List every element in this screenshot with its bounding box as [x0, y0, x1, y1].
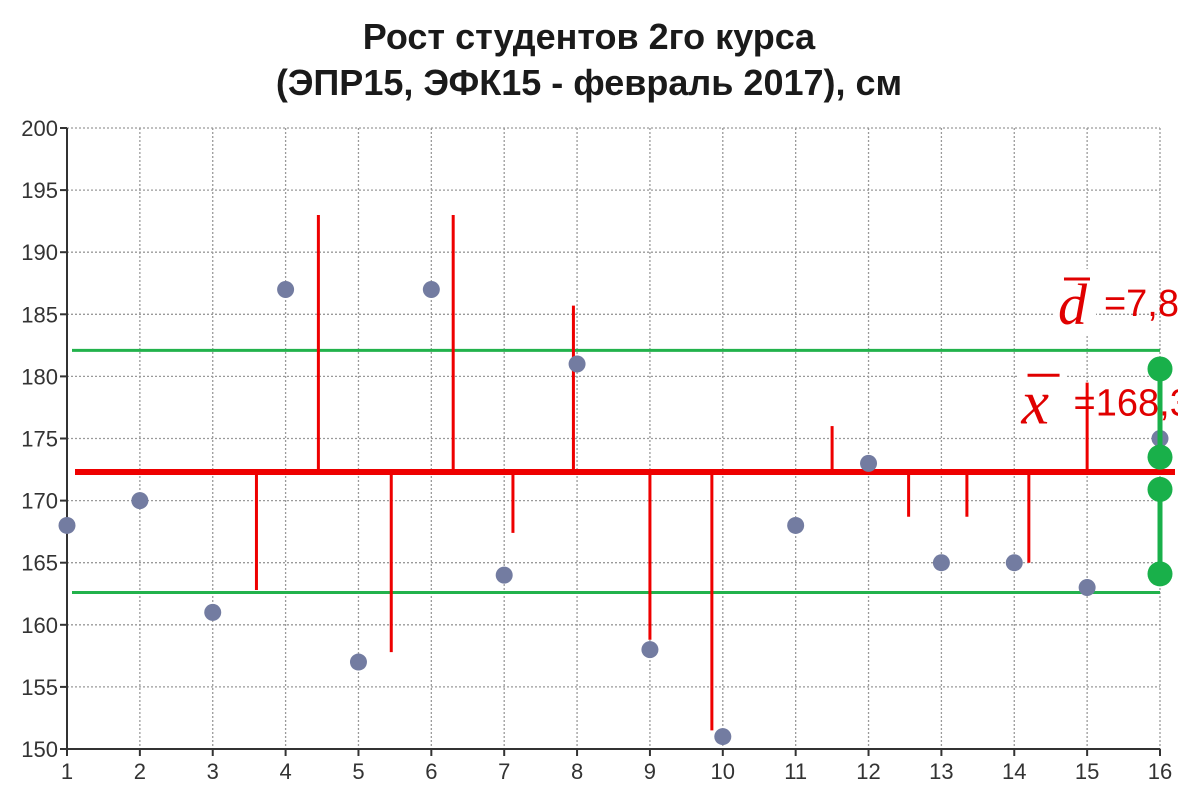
x-tick-label: 12: [856, 759, 880, 784]
y-tick-label: 175: [21, 427, 58, 452]
x-tick-label: 1: [61, 759, 73, 784]
annotation-symbol-d: d: [1058, 272, 1088, 337]
x-tick-label: 9: [644, 759, 656, 784]
annotation-value: =168,31: [1074, 383, 1178, 425]
x-tick-label: 15: [1075, 759, 1099, 784]
data-points: [58, 280, 1169, 746]
y-tick-label: 200: [21, 116, 58, 141]
y-tick-label: 195: [21, 178, 58, 203]
x-tick-label: 6: [425, 759, 437, 784]
data-point: [1005, 554, 1023, 572]
x-tick-label: 5: [352, 759, 364, 784]
chart-title-line-1: Рост студентов 2го курса: [362, 16, 816, 57]
annotations: d =7,89 x =168,31: [1017, 269, 1178, 438]
x-tick-label: 14: [1002, 759, 1026, 784]
y-tick-label: 160: [21, 613, 58, 638]
data-point: [1078, 579, 1096, 597]
bracket-markers: [1147, 356, 1173, 587]
x-tick-label: 3: [207, 759, 219, 784]
x-tick-label: 11: [784, 759, 807, 784]
chart-title: Рост студентов 2го курса (ЭПР15, ЭФК15 -…: [0, 14, 1178, 106]
x-tick-label: 8: [571, 759, 583, 784]
y-tick-label: 190: [21, 240, 58, 265]
bracket-dot: [1147, 561, 1173, 587]
y-tick-label: 170: [21, 489, 58, 514]
annotation-value: =7,89: [1104, 283, 1178, 325]
y-tick-label: 150: [21, 737, 58, 762]
data-point: [787, 516, 805, 534]
y-tick-label: 185: [21, 302, 58, 327]
data-point: [131, 492, 149, 510]
x-tick-label: 7: [498, 759, 510, 784]
deviation-band-lines: [72, 348, 1160, 595]
y-tick-label: 180: [21, 364, 58, 389]
data-point: [932, 554, 950, 572]
data-point: [495, 566, 513, 584]
data-point: [860, 454, 878, 472]
bracket-dot: [1147, 356, 1173, 382]
data-point: [641, 641, 659, 659]
data-point: [714, 728, 732, 746]
x-tick-label: 10: [711, 759, 735, 784]
bracket-dot: [1147, 476, 1173, 502]
x-tick-label: 4: [279, 759, 291, 784]
annotation-symbol-x: x: [1021, 370, 1050, 438]
x-tick-label: 2: [134, 759, 146, 784]
y-tick-label: 165: [21, 551, 58, 576]
gridlines: [67, 127, 1161, 749]
data-point: [204, 603, 222, 621]
deviation-segments: [254, 214, 1089, 731]
data-point: [422, 280, 440, 298]
x-tick-label: 13: [929, 759, 953, 784]
data-point: [58, 516, 76, 534]
data-point: [277, 280, 295, 298]
bracket-dot: [1147, 444, 1173, 470]
chart-title-line-2: (ЭПР15, ЭФК15 - февраль 2017), см: [275, 62, 903, 103]
x-tick-label: 16: [1148, 759, 1172, 784]
data-point: [568, 355, 586, 373]
y-tick-label: 155: [21, 675, 58, 700]
data-point: [349, 653, 367, 671]
